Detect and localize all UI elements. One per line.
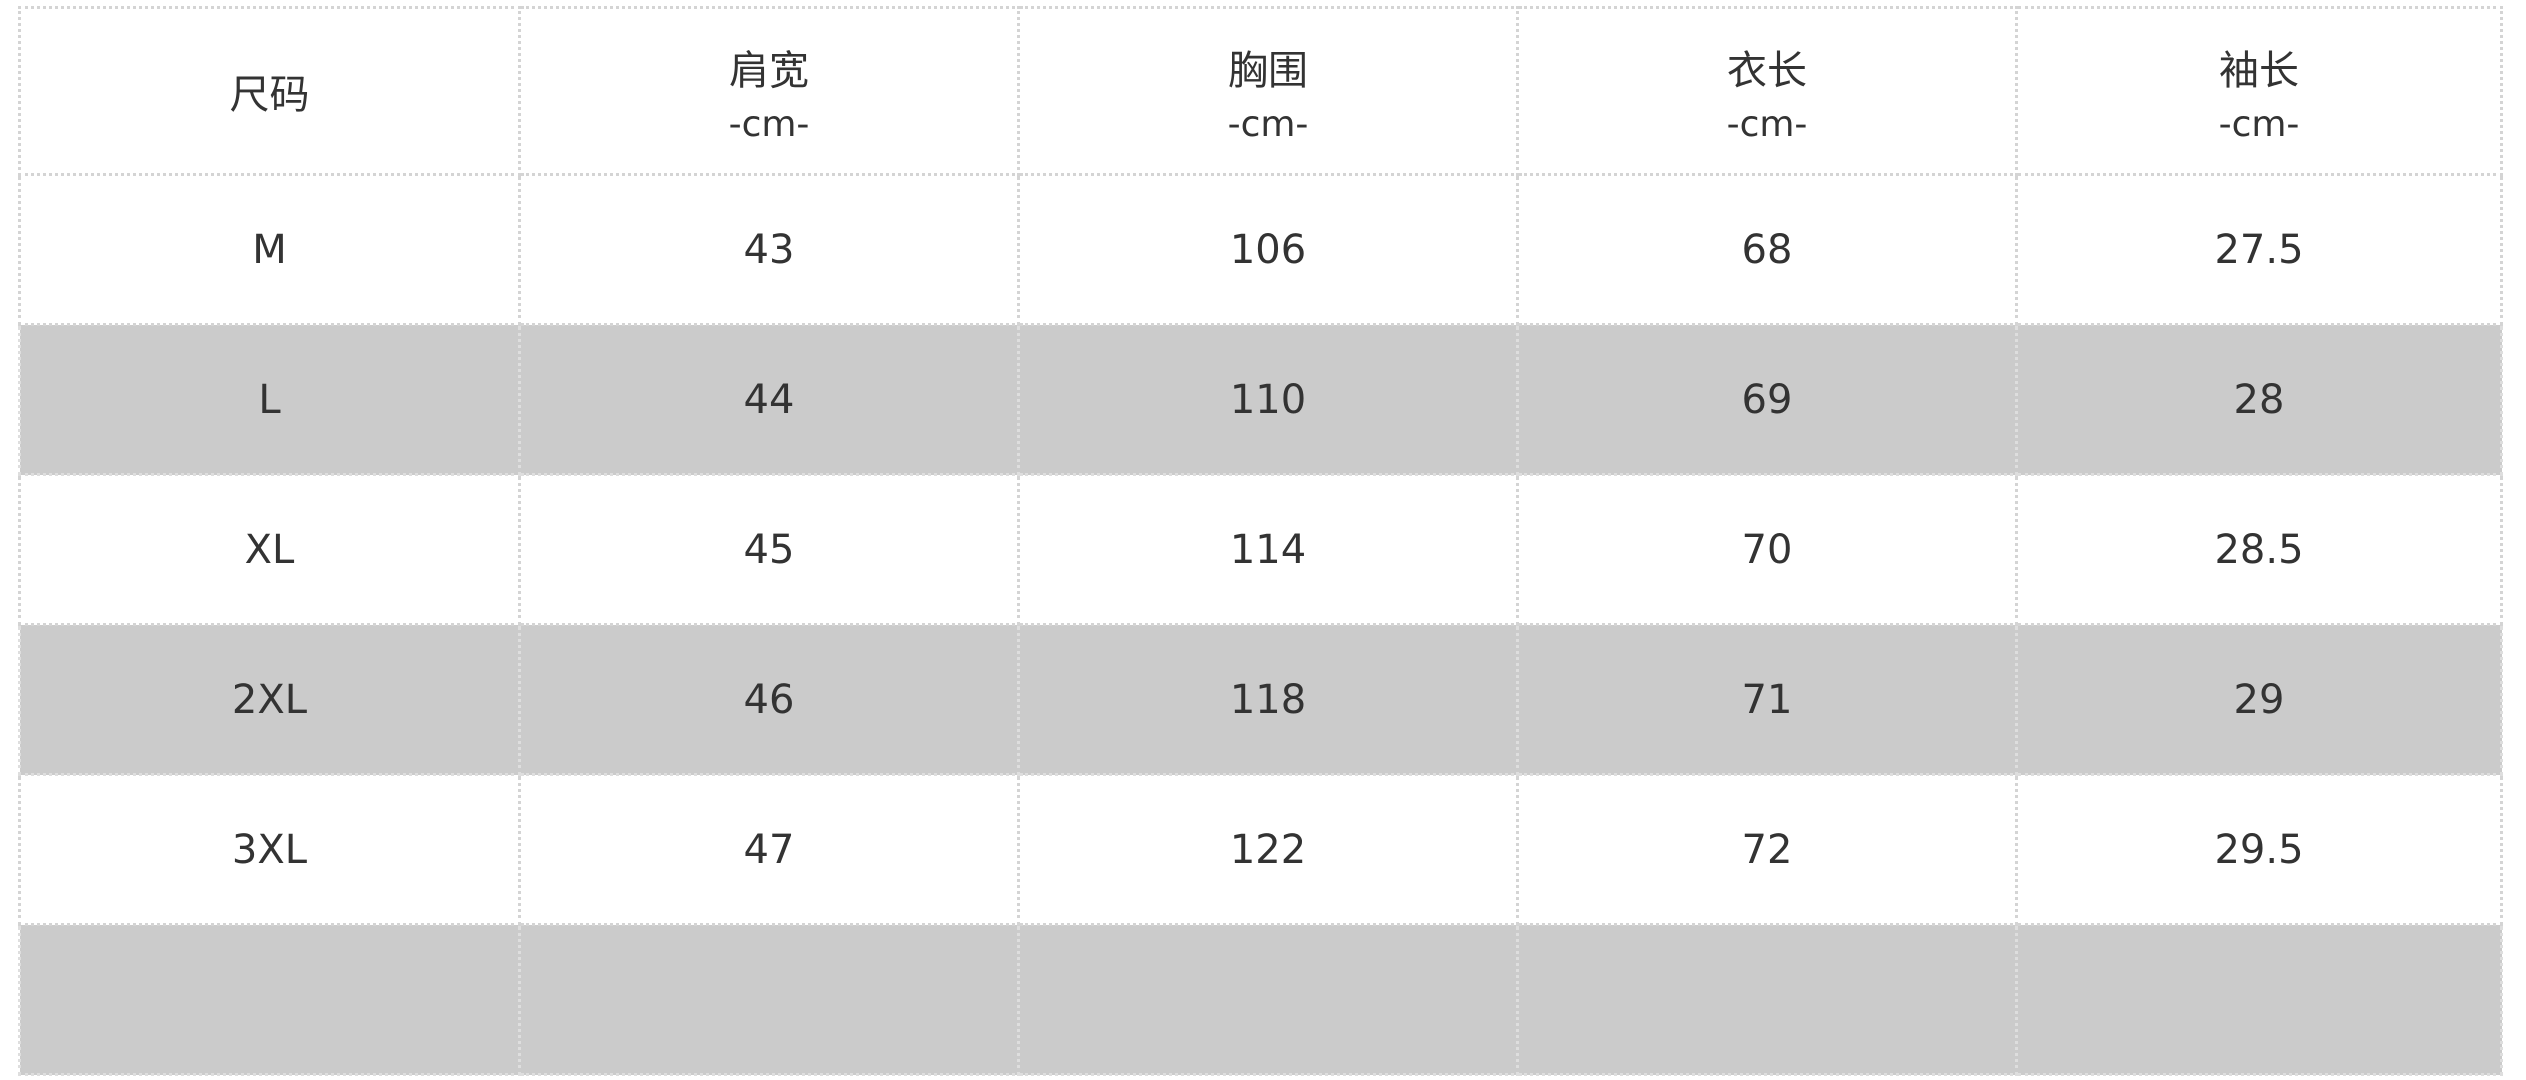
table-row: 2XL 46 118 71 29	[18, 623, 2503, 776]
cell-shoulder	[518, 923, 1020, 1076]
cell-size: XL	[18, 473, 521, 626]
header-label: 衣长	[1727, 47, 1807, 94]
header-length: 衣长 -cm-	[1516, 6, 2018, 176]
table-row: L 44 110 69 28	[18, 323, 2503, 476]
cell-sleeve: 27.5	[2015, 173, 2503, 326]
header-unit: -cm-	[1227, 103, 1309, 145]
header-sleeve: 袖长 -cm-	[2015, 6, 2503, 176]
header-unit: -cm-	[728, 103, 810, 145]
cell-sleeve: 29.5	[2015, 773, 2503, 926]
cell-length: 70	[1516, 473, 2018, 626]
cell-chest: 110	[1017, 323, 1519, 476]
table-row: M 43 106 68 27.5	[18, 173, 2503, 326]
cell-length: 72	[1516, 773, 2018, 926]
table-row	[18, 923, 2503, 1076]
header-size: 尺码	[18, 6, 521, 176]
header-shoulder: 肩宽 -cm-	[518, 6, 1020, 176]
header-label: 袖长	[2219, 47, 2299, 94]
header-label: 肩宽	[729, 47, 809, 94]
cell-shoulder: 46	[518, 623, 1020, 776]
cell-size: 2XL	[18, 623, 521, 776]
header-unit: -cm-	[1726, 103, 1808, 145]
cell-chest: 106	[1017, 173, 1519, 326]
cell-chest: 122	[1017, 773, 1519, 926]
cell-size: M	[18, 173, 521, 326]
cell-size: 3XL	[18, 773, 521, 926]
cell-length	[1516, 923, 2018, 1076]
cell-shoulder: 45	[518, 473, 1020, 626]
header-chest: 胸围 -cm-	[1017, 6, 1519, 176]
cell-length: 69	[1516, 323, 2018, 476]
table-row: XL 45 114 70 28.5	[18, 473, 2503, 626]
cell-chest: 114	[1017, 473, 1519, 626]
cell-chest	[1017, 923, 1519, 1076]
size-chart-table: 尺码 肩宽 -cm- 胸围 -cm- 衣长 -cm- 袖长 -cm- M 43 106 68 2…	[18, 6, 2503, 1076]
header-row: 尺码 肩宽 -cm- 胸围 -cm- 衣长 -cm- 袖长 -cm-	[18, 6, 2503, 176]
cell-shoulder: 44	[518, 323, 1020, 476]
cell-size	[18, 923, 521, 1076]
cell-length: 68	[1516, 173, 2018, 326]
cell-sleeve: 29	[2015, 623, 2503, 776]
cell-sleeve: 28	[2015, 323, 2503, 476]
header-label: 胸围	[1228, 47, 1308, 94]
cell-chest: 118	[1017, 623, 1519, 776]
header-label: 尺码	[229, 72, 310, 118]
cell-size: L	[18, 323, 521, 476]
cell-sleeve: 28.5	[2015, 473, 2503, 626]
table-row: 3XL 47 122 72 29.5	[18, 773, 2503, 926]
cell-length: 71	[1516, 623, 2018, 776]
cell-shoulder: 47	[518, 773, 1020, 926]
cell-shoulder: 43	[518, 173, 1020, 326]
header-unit: -cm-	[2218, 103, 2300, 145]
cell-sleeve	[2015, 923, 2503, 1076]
